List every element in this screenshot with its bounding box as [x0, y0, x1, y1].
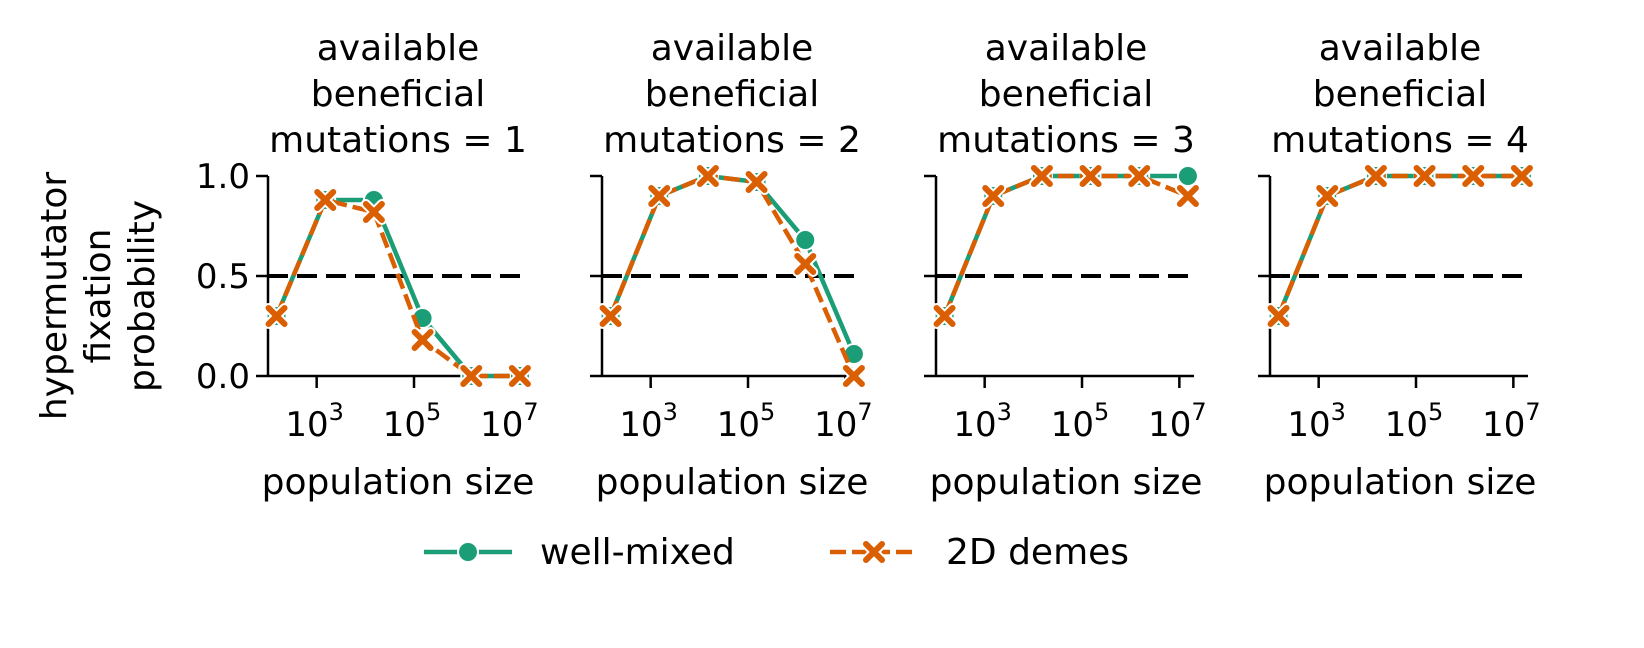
data-point — [694, 163, 721, 189]
data-point — [1314, 183, 1341, 209]
data-point — [1126, 163, 1153, 189]
panel-2: available beneficial mutations = 2 103 105 10… — [590, 28, 873, 503]
panel-4: available beneficial mutations = 4 103 105 10… — [1258, 28, 1541, 503]
panel-title-line-1: available — [651, 28, 814, 69]
panel-1: available beneficial mutations = 1 0.0 0.5 1.… — [196, 28, 539, 503]
data-point — [597, 303, 624, 329]
series-2d-demes — [931, 163, 1201, 329]
data-point — [409, 327, 436, 353]
panel-title-line-1: available — [985, 28, 1148, 69]
x-tick-label: 107 — [480, 398, 539, 445]
panel-title-line-3: mutations = 2 — [603, 120, 861, 161]
data-point — [1028, 163, 1055, 189]
x-tick-label: 105 — [717, 398, 776, 445]
series-line — [942, 173, 1188, 317]
series-line — [608, 173, 856, 377]
x-tick-label: 107 — [814, 398, 873, 445]
data-point — [360, 199, 387, 225]
series-well-mixed — [265, 189, 531, 387]
x-axis-label: population size — [262, 462, 535, 503]
panels: available beneficial mutations = 1 0.0 0.5 1.… — [196, 28, 1541, 503]
x-tick-label: 105 — [383, 398, 442, 445]
panel-title-line-1: available — [317, 28, 480, 69]
y-axis-label: hypermutator fixation probability — [34, 172, 163, 420]
data-point — [840, 363, 867, 389]
series-line — [1276, 173, 1522, 317]
data-point — [646, 183, 673, 209]
data-point — [743, 169, 770, 195]
y-tick-label: 0.0 — [196, 357, 250, 397]
series-2d-demes — [1265, 163, 1535, 329]
panel-title-line-2: beneficial — [979, 74, 1154, 115]
data-point — [794, 229, 817, 251]
series-2d-demes — [263, 187, 533, 389]
panel-title-line-2: beneficial — [1313, 74, 1488, 115]
data-point — [1077, 163, 1104, 189]
legend-item-2d-demes: 2D demes — [830, 532, 1129, 573]
data-point — [792, 251, 819, 277]
panel-title-line-3: mutations = 3 — [937, 120, 1195, 161]
data-point — [931, 303, 958, 329]
series-well-mixed — [599, 165, 865, 365]
data-point — [1460, 163, 1487, 189]
data-point — [263, 303, 290, 329]
data-point — [1176, 165, 1199, 187]
data-point — [1362, 163, 1389, 189]
x-tick-label: 103 — [1287, 398, 1346, 445]
data-point — [1265, 303, 1292, 329]
x-tick-label: 107 — [1148, 398, 1207, 445]
data-point — [506, 363, 533, 389]
x-axis-label: population size — [930, 462, 1203, 503]
data-point — [312, 187, 339, 213]
series-line — [1276, 173, 1522, 317]
series-line — [274, 197, 520, 379]
y-axis-label-line-2: fixation — [78, 229, 119, 364]
panel-title-line-1: available — [1319, 28, 1482, 69]
data-point — [1508, 163, 1535, 189]
series-line — [942, 173, 1189, 317]
panel-title-line-2: beneficial — [311, 74, 486, 115]
panel-title-line-2: beneficial — [645, 74, 820, 115]
y-tick-label: 1.0 — [196, 157, 250, 197]
legend-label: 2D demes — [946, 532, 1129, 573]
x-tick-label: 105 — [1385, 398, 1444, 445]
y-tick-label: 0.5 — [196, 257, 250, 297]
x-tick-label: 105 — [1051, 398, 1110, 445]
panel-title-line-3: mutations = 4 — [1271, 120, 1529, 161]
x-tick-label: 103 — [285, 398, 344, 445]
series-2d-demes — [597, 163, 867, 389]
data-point — [1411, 163, 1438, 189]
legend-marker — [457, 541, 479, 563]
legend: well-mixed 2D demes — [424, 532, 1129, 573]
x-tick-label: 103 — [953, 398, 1012, 445]
x-axis-label: population size — [596, 462, 869, 503]
data-point — [1174, 183, 1201, 209]
x-axis-label: population size — [1264, 462, 1537, 503]
legend-item-well-mixed: well-mixed — [424, 532, 735, 573]
x-tick-label: 103 — [619, 398, 678, 445]
x-tick-label: 107 — [1482, 398, 1541, 445]
legend-label: well-mixed — [540, 532, 735, 573]
panel-3: available beneficial mutations = 3 103 105 10… — [924, 28, 1207, 503]
data-point — [458, 363, 485, 389]
legend-marker — [861, 539, 887, 565]
panel-title-line-3: mutations = 1 — [269, 120, 527, 161]
data-point — [980, 183, 1007, 209]
y-axis-label-line-1: hypermutator — [34, 172, 75, 420]
y-axis-label-line-3: probability — [122, 200, 163, 392]
